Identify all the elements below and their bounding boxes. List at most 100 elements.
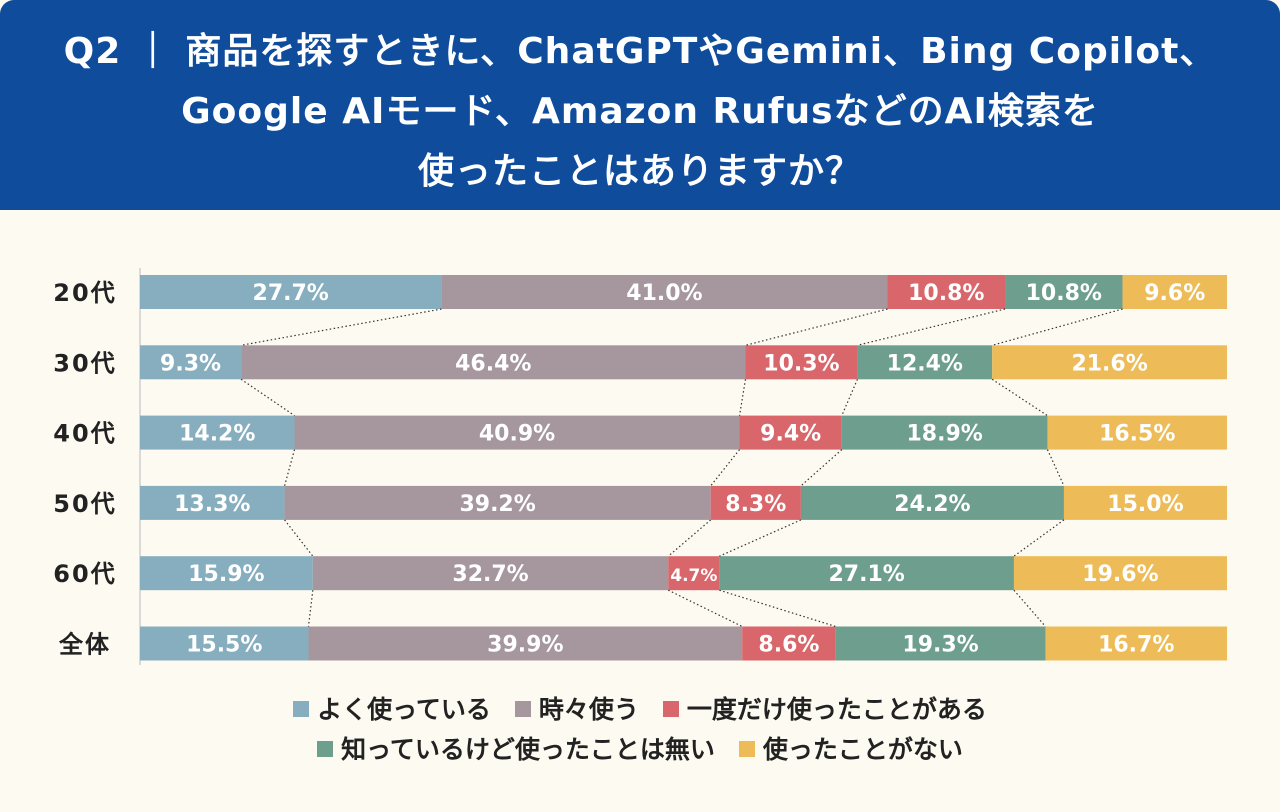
bar-segment xyxy=(742,626,836,661)
data-label: 9.4% xyxy=(760,422,821,447)
bar-segment xyxy=(140,556,313,591)
connector-line xyxy=(857,308,1006,346)
bar-segment xyxy=(1013,556,1227,591)
category-label: 全体 xyxy=(58,631,111,659)
connector-line xyxy=(992,308,1123,346)
bar-segment xyxy=(1045,626,1227,661)
bar-segment xyxy=(835,626,1046,661)
bar-segment xyxy=(441,275,888,309)
legend-row-2: 知っているけど使ったことは無い 使ったことがない xyxy=(0,730,1280,766)
legend-item: 時々使う xyxy=(514,690,639,726)
bar-segment xyxy=(719,556,1014,591)
connector-line xyxy=(1046,449,1065,487)
bar-segment xyxy=(140,275,442,309)
bar-segment xyxy=(800,485,1064,520)
data-label: 27.1% xyxy=(828,562,904,587)
data-label: 19.3% xyxy=(902,633,978,658)
data-label: 15.9% xyxy=(188,562,264,587)
data-label: 15.0% xyxy=(1107,492,1183,517)
data-label: 10.3% xyxy=(763,351,839,376)
connector-line xyxy=(240,378,295,417)
bar-segment xyxy=(841,415,1048,450)
data-label: 14.2% xyxy=(179,422,255,447)
bar-segment xyxy=(1005,275,1123,309)
legend-item: よく使っている xyxy=(293,690,491,726)
question-header: Q2 ｜ 商品を探すときに、ChatGPTやGemini、Bing Copilo… xyxy=(0,0,1280,210)
legend-label: 一度だけ使ったことがある xyxy=(686,695,987,724)
data-label: 10.8% xyxy=(1026,281,1102,306)
legend-item: 知っているけど使ったことは無い xyxy=(317,730,715,766)
category-label: 30代 xyxy=(53,349,116,377)
bar-segment xyxy=(887,275,1006,309)
connector-line xyxy=(738,379,747,416)
bar-segment xyxy=(312,556,669,591)
connector-line xyxy=(283,449,296,487)
connector-line xyxy=(800,449,843,487)
legend-label: よく使っている xyxy=(317,695,491,724)
data-label: 8.3% xyxy=(725,492,786,517)
bar-segment xyxy=(668,556,720,591)
legend-swatch xyxy=(662,701,679,717)
legend-swatch xyxy=(317,741,334,757)
legend-swatch xyxy=(514,701,531,717)
data-label: 18.9% xyxy=(906,422,982,447)
data-label: 39.2% xyxy=(459,492,535,517)
legend-item: 一度だけ使ったことがある xyxy=(662,690,987,726)
question-title-line-2: Google AIモード、Amazon RufusなどのAI検索を xyxy=(181,91,1099,132)
bar-segment xyxy=(1063,485,1227,520)
data-label: 15.5% xyxy=(186,633,262,658)
bar-segment xyxy=(140,415,295,450)
connector-line xyxy=(1013,519,1065,557)
data-label: 4.7% xyxy=(670,566,717,586)
legend-row-1: よく使っている 時々使う 一度だけ使ったことがある xyxy=(0,690,1280,726)
category-label: 50代 xyxy=(53,490,116,518)
category-label: 20代 xyxy=(53,279,116,307)
bar-segment xyxy=(308,626,743,661)
data-label: 27.7% xyxy=(253,281,329,306)
data-label: 39.9% xyxy=(487,633,563,658)
legend-label: 使ったことがない xyxy=(762,735,963,764)
legend-item: 使ったことがない xyxy=(738,730,963,766)
category-label: 60代 xyxy=(53,560,116,588)
bar-segment xyxy=(745,345,858,380)
connector-line xyxy=(668,589,743,628)
question-title-line-1: Q2 ｜ 商品を探すときに、ChatGPTやGemini、Bing Copilo… xyxy=(63,31,1217,72)
legend-swatch xyxy=(293,701,310,717)
data-label: 16.7% xyxy=(1098,633,1174,658)
connector-line xyxy=(710,449,741,487)
connector-line xyxy=(991,378,1048,417)
bar-segment xyxy=(241,345,746,380)
connector-line xyxy=(307,590,314,627)
connector-line xyxy=(667,519,712,557)
legend-label: 時々使う xyxy=(538,695,639,724)
data-label: 10.8% xyxy=(908,281,984,306)
data-label: 32.7% xyxy=(452,562,528,587)
bar-segment xyxy=(284,485,711,520)
bar-segment xyxy=(140,485,285,520)
category-label: 40代 xyxy=(53,420,116,448)
question-title-line-3: 使ったことはありますか？ xyxy=(417,151,862,192)
data-label: 9.6% xyxy=(1144,281,1205,306)
bar-segment xyxy=(1122,275,1227,309)
bar-segment xyxy=(739,415,842,450)
connector-line xyxy=(745,308,888,346)
bar-segment xyxy=(140,626,309,661)
data-label: 46.4% xyxy=(455,351,531,376)
connector-line xyxy=(841,379,858,416)
data-label: 9.3% xyxy=(160,351,221,376)
data-label: 8.6% xyxy=(758,633,819,658)
data-label: 24.2% xyxy=(894,492,970,517)
legend-swatch xyxy=(738,741,755,757)
data-label: 13.3% xyxy=(174,492,250,517)
bar-segment xyxy=(710,485,801,520)
data-label: 41.0% xyxy=(626,281,702,306)
legend-label: 知っているけど使ったことは無い xyxy=(341,735,715,764)
connector-line xyxy=(240,308,442,346)
bar-segment xyxy=(140,345,242,380)
connector-line xyxy=(284,519,314,557)
bar-segment xyxy=(1047,415,1227,450)
data-label: 40.9% xyxy=(479,422,555,447)
data-label: 12.4% xyxy=(887,351,963,376)
connector-line xyxy=(719,589,836,628)
